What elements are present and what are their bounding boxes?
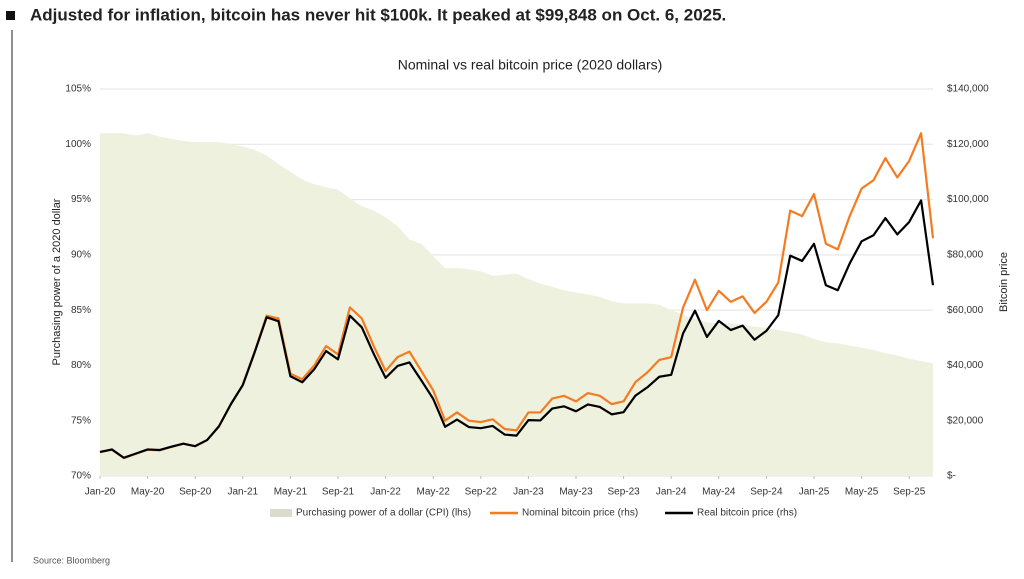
y-tick-label: 70% [71,471,91,482]
legend-swatch [270,509,292,517]
y2-tick-label: $140,000 [947,84,989,95]
x-tick-label: May-20 [131,487,165,498]
y-tick-label: 95% [71,194,91,205]
cpi-area [100,133,933,476]
legend-label: Nominal bitcoin price (rhs) [522,508,638,519]
y-tick-label: 100% [65,139,91,150]
y2-tick-label: $100,000 [947,194,989,205]
y2-tick-label: $120,000 [947,139,989,150]
x-tick-label: May-22 [417,487,451,498]
y-tick-label: 75% [71,415,91,426]
legend-label: Real bitcoin price (rhs) [697,508,797,519]
x-tick-label: Sep-21 [322,487,355,498]
x-tick-label: Jan-21 [228,487,259,498]
y-tick-label: 85% [71,305,91,316]
x-tick-label: May-24 [702,487,736,498]
y2-tick-label: $20,000 [947,415,984,426]
x-tick-label: Jan-23 [513,487,544,498]
legend-label: Purchasing power of a dollar (CPI) (lhs) [296,508,471,519]
x-tick-label: May-25 [845,487,879,498]
chart-title: Nominal vs real bitcoin price (2020 doll… [398,57,663,73]
y-tick-label: 105% [65,84,91,95]
price-line [99,199,935,459]
x-tick-label: May-23 [559,487,593,498]
x-tick-label: Jan-20 [85,487,116,498]
x-tick-label: Jan-24 [656,487,687,498]
x-tick-label: Sep-25 [893,487,926,498]
x-tick-label: Jan-25 [799,487,830,498]
x-tick-label: Sep-20 [179,487,212,498]
y-axis-label: Purchasing power of a 2020 dollar [51,198,63,365]
y2-tick-label: $80,000 [947,249,984,260]
y-tick-label: 90% [71,249,91,260]
y-tick-label: 80% [71,360,91,371]
x-tick-label: Sep-22 [465,487,498,498]
y2-tick-label: $- [947,471,956,482]
x-tick-label: Sep-23 [607,487,640,498]
y2-tick-label: $40,000 [947,360,984,371]
x-tick-label: Sep-24 [750,487,783,498]
y2-axis-label: Bitcoin price [998,252,1010,312]
headline: Adjusted for inflation, bitcoin has neve… [30,5,726,24]
bullet [6,11,15,20]
x-tick-label: May-21 [274,487,308,498]
x-tick-label: Jan-22 [370,487,401,498]
y2-tick-label: $60,000 [947,305,984,316]
source: Source: Bloomberg [33,555,110,565]
